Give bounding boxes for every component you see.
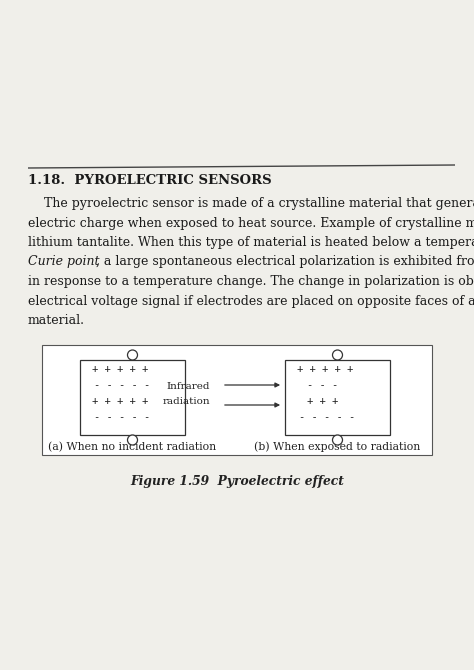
- Circle shape: [128, 435, 137, 445]
- Text: + + + + +: + + + + +: [297, 364, 353, 374]
- Text: radiation: radiation: [163, 397, 210, 406]
- Text: + + +: + + +: [307, 396, 338, 406]
- Text: , a large spontaneous electrical polarization is exhibited from the material: , a large spontaneous electrical polariz…: [96, 255, 474, 269]
- Circle shape: [128, 350, 137, 360]
- Text: (b) When exposed to radiation: (b) When exposed to radiation: [255, 442, 420, 452]
- Circle shape: [332, 350, 343, 360]
- Text: (a) When no incident radiation: (a) When no incident radiation: [48, 442, 217, 452]
- Text: Curie point: Curie point: [28, 255, 100, 269]
- Text: + + + + +: + + + + +: [92, 396, 148, 406]
- Text: + + + + +: + + + + +: [92, 364, 148, 374]
- Text: electrical voltage signal if electrodes are placed on opposite faces of a thin s: electrical voltage signal if electrodes …: [28, 295, 474, 308]
- Text: The pyroelectric sensor is made of a crystalline material that generates a surfa: The pyroelectric sensor is made of a cry…: [28, 197, 474, 210]
- Bar: [42, 345, 432, 455]
- Text: 1.18.  PYROELECTRIC SENSORS: 1.18. PYROELECTRIC SENSORS: [28, 174, 272, 187]
- Text: material.: material.: [28, 314, 85, 327]
- Text: lithium tantalite. When this type of material is heated below a temperature know: lithium tantalite. When this type of mat…: [28, 236, 474, 249]
- Text: - - - - -: - - - - -: [94, 380, 150, 390]
- Bar: [285, 360, 390, 435]
- Text: electric charge when exposed to heat source. Example of crystalline material is: electric charge when exposed to heat sou…: [28, 216, 474, 230]
- Text: - - - - -: - - - - -: [299, 412, 355, 422]
- Text: - - -: - - -: [307, 380, 338, 390]
- Circle shape: [332, 435, 343, 445]
- Text: in response to a temperature change. The change in polarization is observed as a: in response to a temperature change. The…: [28, 275, 474, 288]
- Text: Figure 1.59  Pyroelectric effect: Figure 1.59 Pyroelectric effect: [130, 475, 344, 488]
- Bar: [80, 360, 185, 435]
- Text: - - - - -: - - - - -: [94, 412, 150, 422]
- Text: Infrared: Infrared: [166, 382, 210, 391]
